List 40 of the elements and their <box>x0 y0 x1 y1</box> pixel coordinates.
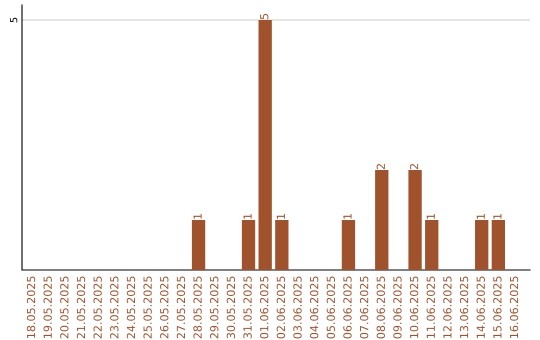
data-label: 1 <box>276 214 285 219</box>
x-tick-label: 11.06.2025 <box>426 276 435 338</box>
x-tick-label: 25.05.2025 <box>143 276 152 338</box>
x-tick-label: 26.05.2025 <box>160 276 168 338</box>
x-tick-label: 03.06.2025 <box>293 276 302 338</box>
x-tick-label: 22.05.2025 <box>93 276 102 338</box>
x-tick-label: 06.06.2025 <box>343 276 352 338</box>
x-tick-label: 19.05.2025 <box>43 276 52 338</box>
x-tick-label: 10.06.2025 <box>410 276 418 338</box>
data-label: 5 <box>260 14 268 20</box>
x-tick-label: 05.06.2025 <box>326 276 336 338</box>
x-tick-label: 08.06.2025 <box>376 276 385 338</box>
x-tick-label: 04.06.2025 <box>310 276 318 338</box>
data-label: 1 <box>343 214 352 219</box>
x-tick-label: 30.05.2025 <box>226 276 236 338</box>
data-label: 1 <box>194 214 202 219</box>
data-label: 1 <box>243 214 252 219</box>
data-label: 1 <box>476 214 485 219</box>
x-tick-label: 18.05.2025 <box>26 276 36 338</box>
x-tick-label: 02.06.2025 <box>276 276 286 338</box>
x-tick-label: 14.06.2025 <box>476 276 485 338</box>
x-tick-label: 01.06.2025 <box>260 276 268 338</box>
data-label: 2 <box>376 164 385 170</box>
x-tick-label: 16.06.2025 <box>510 276 518 338</box>
x-tick-label: 12.06.2025 <box>443 276 452 338</box>
x-tick-label: 29.05.2025 <box>210 276 218 338</box>
x-tick-label: 24.05.2025 <box>126 276 136 338</box>
data-label: 1 <box>493 214 502 219</box>
x-tick-label: 07.06.2025 <box>360 276 368 338</box>
x-tick-label: 21.05.2025 <box>76 276 86 338</box>
x-tick-label: 09.06.2025 <box>393 276 402 338</box>
x-tick-label: 20.05.2025 <box>60 276 69 338</box>
x-tick-label: 28.05.2025 <box>193 276 202 338</box>
x-tick-label: 23.05.2025 <box>110 276 118 338</box>
x-tick-label: 27.05.2025 <box>176 276 186 338</box>
data-label: 1 <box>426 214 435 219</box>
x-tick-label: 31.05.2025 <box>243 276 252 338</box>
data-label: 2 <box>410 164 418 170</box>
x-tick-label: 15.06.2025 <box>493 276 502 338</box>
x-tick-label: 13.06.2025 <box>460 276 468 338</box>
